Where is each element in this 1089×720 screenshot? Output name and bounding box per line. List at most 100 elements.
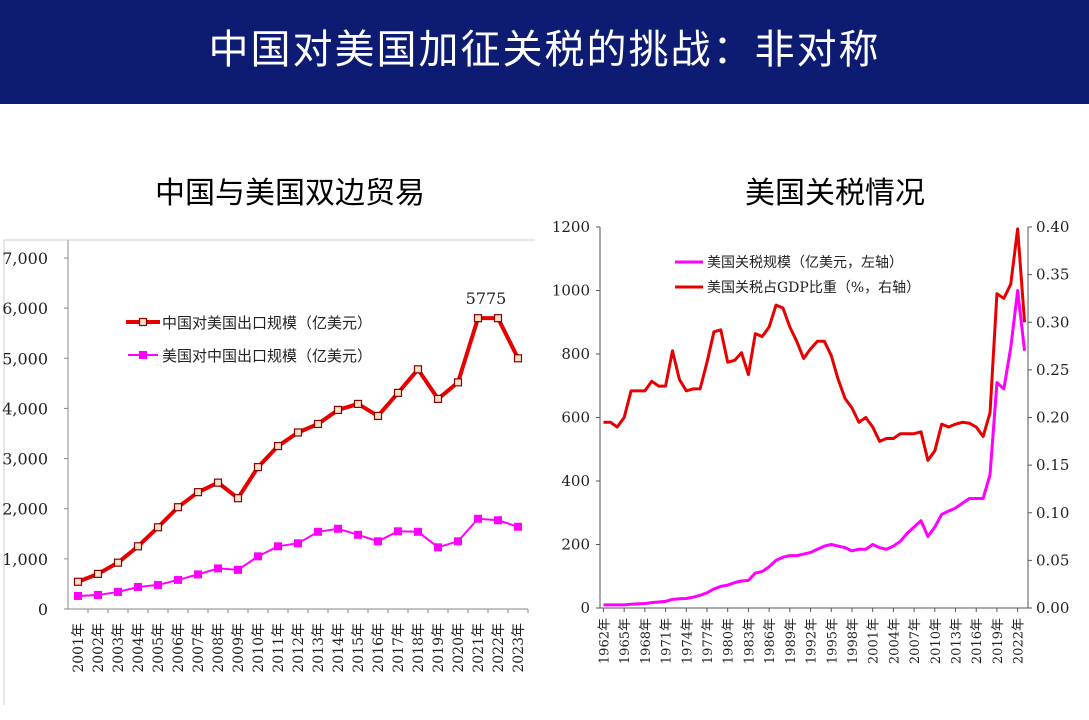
y-tick-label: 6,000 — [2, 299, 48, 318]
y-tick-label: 1,000 — [2, 550, 48, 569]
x-tick-label: 2021年 — [471, 623, 487, 673]
right-tick-label: 0.10 — [1036, 504, 1069, 522]
y-tick-label: 0 — [38, 600, 48, 619]
x-tick-label: 2004年 — [131, 623, 147, 673]
series-us-exports-point — [434, 543, 442, 552]
x-tick-label: 2008年 — [211, 623, 227, 673]
series-us-exports-point — [194, 570, 202, 579]
x-tick-label: 1968年 — [639, 618, 654, 664]
series-us-exports-point — [354, 530, 362, 539]
series-tariff-gdp-line — [603, 227, 1027, 462]
right-tick-label: 0.05 — [1036, 551, 1069, 569]
series-cn-exports-point — [413, 365, 423, 374]
x-tick-label: 2007年 — [191, 623, 207, 673]
right-tick-label: 0.20 — [1036, 409, 1069, 427]
series-cn-exports-point — [313, 419, 323, 429]
left-tick-label: 1200 — [552, 218, 590, 236]
series-us-exports-point — [274, 542, 282, 551]
series-cn-exports-point — [433, 394, 443, 404]
series-cn-exports-point — [233, 494, 243, 503]
series-cn-exports-point — [493, 314, 503, 323]
series-tariff-size-line — [603, 289, 1027, 607]
left-tick-label: 600 — [561, 409, 590, 427]
series-cn-exports-point — [273, 441, 283, 451]
series-cn-exports-point — [293, 428, 303, 437]
x-tick-label: 2012年 — [291, 623, 307, 673]
x-tick-label: 2002年 — [91, 623, 107, 673]
x-tick-label: 1974年 — [680, 618, 695, 664]
right-tick-label: 0.40 — [1036, 218, 1069, 236]
series-us-exports-point — [214, 564, 222, 573]
x-tick-label: 2005年 — [151, 623, 167, 673]
series-cn-exports-point — [73, 577, 83, 586]
series-us-exports-point — [454, 537, 462, 546]
series-us-exports-point — [254, 552, 262, 561]
x-tick-label: 1998年 — [846, 618, 861, 664]
legend-label-us-exports: 美国对中国出口规模（亿美元） — [162, 347, 372, 365]
chart2-title: 美国关税情况 — [745, 176, 925, 211]
chart1-bilateral-trade: 0 1,000 2,000 3,000 4,000 5,000 6,000 7,000 2001… — [2, 239, 535, 705]
x-tick-label: 2013年 — [950, 618, 965, 664]
series-cn-exports-point — [173, 503, 183, 512]
series-cn-exports-point — [133, 542, 143, 551]
x-tick-label: 2001年 — [867, 618, 882, 664]
x-tick-label: 2018年 — [411, 623, 427, 673]
x-tick-label: 2019年 — [431, 623, 447, 673]
y-tick-label: 2,000 — [2, 500, 48, 519]
x-tick-label: 2014年 — [331, 623, 347, 673]
x-tick-label: 2001年 — [71, 623, 87, 673]
series-us-exports-point — [294, 539, 302, 548]
y-tick-label: 4,000 — [2, 399, 48, 418]
x-tick-label: 2006年 — [171, 623, 187, 673]
x-tick-label: 1986年 — [763, 618, 778, 664]
right-tick-label: 0.35 — [1036, 266, 1069, 284]
x-tick-label: 2022年 — [1012, 618, 1027, 664]
x-tick-label: 1992年 — [805, 618, 820, 664]
x-tick-label: 1977年 — [701, 618, 716, 664]
page-title: 中国对美国加征关税的挑战：非对称 — [208, 27, 881, 73]
legend-marker-us-exports — [139, 351, 147, 359]
legend-label-tariff-size: 美国关税规模（亿美元，左轴） — [707, 255, 903, 271]
series-cn-exports-point — [373, 411, 383, 421]
legend: 中国对美国出口规模（亿美元） 美国对中国出口规模（亿美元） — [126, 314, 372, 365]
x-tick-label: 1962年 — [597, 618, 612, 664]
series-us-exports-point — [514, 522, 522, 531]
y-tick-label: 5,000 — [2, 349, 48, 368]
x-tick-label: 2016年 — [970, 618, 985, 664]
x-tick-label: 2016年 — [371, 623, 387, 673]
series-cn-exports-point — [193, 488, 203, 497]
x-tick-label: 2007年 — [908, 618, 923, 664]
series-us-exports-point — [94, 590, 102, 599]
x-tick-label: 1965年 — [618, 618, 633, 664]
x-tick-label: 2013年 — [311, 623, 327, 673]
series-us-exports-point — [234, 565, 242, 574]
series-us-exports-point — [114, 587, 122, 596]
legend-label-tariff-gdp: 美国关税占GDP比重（%，右轴） — [707, 280, 920, 296]
x-tick-label: 2015年 — [351, 623, 367, 673]
right-tick-label: 0.15 — [1036, 456, 1069, 474]
title-banner — [0, 0, 1089, 104]
x-tick-label: 2010年 — [251, 623, 267, 673]
series-cn-exports-point — [473, 314, 483, 323]
x-tick-label: 2019年 — [991, 618, 1006, 664]
series-us-exports-point — [174, 575, 182, 584]
y-tick-label: 7,000 — [2, 249, 48, 268]
series-cn-exports-point — [113, 558, 123, 567]
left-tick-label: 200 — [561, 536, 590, 554]
x-tick-label: 2009年 — [231, 623, 247, 673]
series-us-exports-point — [314, 527, 322, 536]
left-tick-label: 1000 — [552, 282, 590, 300]
x-tick-label: 2020年 — [451, 623, 467, 673]
series-us-exports-point — [154, 580, 162, 589]
legend-label-cn-exports: 中国对美国出口规模（亿美元） — [162, 314, 372, 332]
x-tick-label: 2023年 — [511, 623, 527, 673]
series-cn-exports-point — [253, 462, 263, 472]
series-us-exports-point — [74, 591, 82, 600]
series-cn-exports-point — [93, 569, 103, 579]
series-us-exports-point — [414, 527, 422, 536]
series-us-exports-point — [394, 527, 402, 536]
x-tick-label: 1980年 — [722, 618, 737, 664]
right-tick-label: 0.30 — [1036, 313, 1069, 331]
right-tick-label: 0.25 — [1036, 361, 1069, 379]
